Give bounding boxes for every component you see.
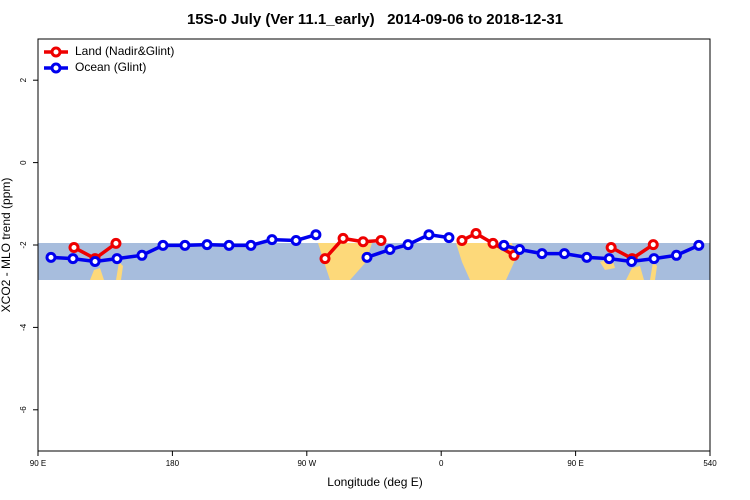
- y-tick-label: 0: [19, 160, 28, 165]
- point: [375, 234, 387, 246]
- point: [648, 253, 660, 265]
- point: [423, 229, 435, 241]
- point: [201, 239, 213, 251]
- x-tick-label: 90 E: [30, 459, 46, 468]
- y-tick-label: -4: [19, 323, 28, 331]
- point: [443, 232, 455, 244]
- point: [157, 239, 169, 251]
- point: [670, 249, 682, 261]
- point: [361, 251, 373, 263]
- point: [603, 253, 615, 265]
- point: [498, 239, 510, 251]
- ocean-band: [38, 243, 710, 280]
- x-tick-label: 90 W: [297, 459, 316, 468]
- x-tick-label: 540: [703, 459, 717, 468]
- point: [558, 248, 570, 260]
- y-tick-label: 2: [19, 77, 28, 82]
- point: [626, 255, 638, 267]
- point: [536, 248, 548, 260]
- point: [693, 239, 705, 251]
- point: [337, 232, 349, 244]
- x-tick-label: 90 E: [567, 459, 583, 468]
- map-strip: [38, 243, 710, 280]
- point: [310, 229, 322, 241]
- chart-title: 15S-0 July (Ver 11.1_early) 2014-09-06 t…: [187, 11, 563, 28]
- legend-label: Ocean (Glint): [75, 60, 146, 74]
- point: [487, 237, 499, 249]
- y-axis-label: XCO2 - MLO trend (ppm): [0, 178, 13, 313]
- point: [67, 253, 79, 265]
- legend-label: Land (Nadir&Glint): [75, 44, 174, 58]
- point: [223, 239, 235, 251]
- point: [68, 241, 80, 253]
- point: [456, 234, 468, 246]
- point: [290, 234, 302, 246]
- x-tick-label: 180: [166, 459, 180, 468]
- legend-marker: [50, 46, 62, 58]
- point: [470, 227, 482, 239]
- point: [319, 253, 331, 265]
- point: [357, 236, 369, 248]
- point: [111, 253, 123, 265]
- y-tick-label: -2: [19, 241, 28, 249]
- x-tick-label: 0: [439, 459, 444, 468]
- point: [605, 241, 617, 253]
- x-axis-label: Longitude (deg E): [327, 475, 422, 489]
- point: [581, 251, 593, 263]
- point: [245, 239, 257, 251]
- point: [179, 239, 191, 251]
- point: [266, 234, 278, 246]
- point: [136, 249, 148, 261]
- point: [45, 251, 57, 263]
- point: [89, 255, 101, 267]
- point: [514, 244, 526, 256]
- point: [384, 244, 396, 256]
- point: [402, 239, 414, 251]
- land-shape: [90, 262, 123, 280]
- land-shape: [456, 243, 516, 280]
- y-tick-label: -6: [19, 406, 28, 414]
- point: [110, 237, 122, 249]
- point: [647, 239, 659, 251]
- legend-marker: [50, 62, 62, 74]
